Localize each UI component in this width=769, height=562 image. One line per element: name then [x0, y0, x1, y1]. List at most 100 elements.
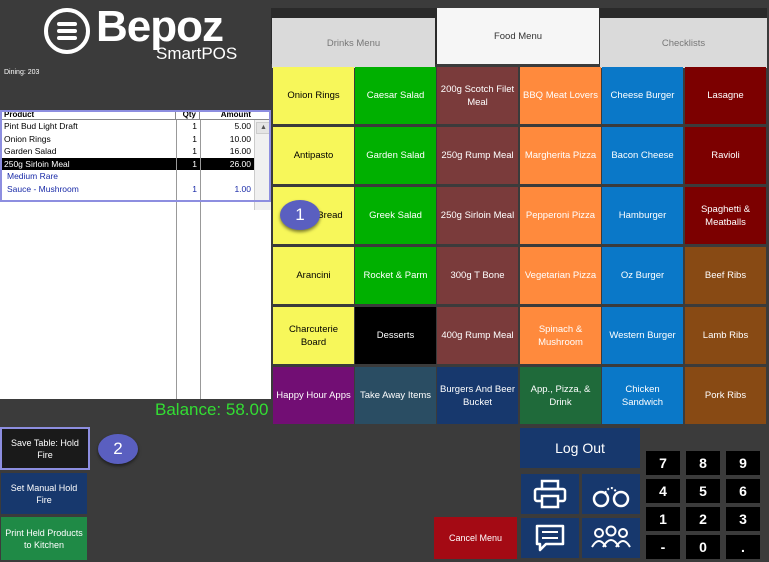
row-product: 250g Sirloin Meal	[4, 158, 70, 169]
menu-item-chicken-sandwich[interactable]: Chicken Sandwich	[602, 367, 683, 424]
order-row-selected[interactable]: 250g Sirloin Meal 1 26.00	[0, 157, 254, 171]
message-icon	[535, 524, 565, 552]
row-qty: 1	[192, 121, 197, 131]
order-row-modifier[interactable]: Sauce - Mushroom 1 1.00	[0, 183, 254, 196]
keypad-6[interactable]: 6	[726, 479, 760, 503]
column-divider	[200, 120, 201, 399]
row-amount: 26.00	[229, 158, 251, 169]
menu-item-antipasto[interactable]: Antipasto	[273, 127, 354, 184]
keypad-5[interactable]: 5	[686, 479, 720, 503]
row-qty	[176, 170, 200, 183]
keypad-3[interactable]: 3	[726, 507, 760, 531]
save-table-highlight-frame	[0, 427, 90, 470]
balance-total: Balance: 58.00	[155, 400, 269, 419]
menu-item-app-pizza-drink[interactable]: App., Pizza, & Drink	[520, 367, 601, 424]
customers-button[interactable]	[582, 518, 640, 558]
menu-item-greek-salad[interactable]: Greek Salad	[355, 187, 436, 244]
order-row[interactable]: Pint Bud Light Draft 1 5.00	[0, 120, 254, 133]
row-amount: 16.00	[229, 146, 251, 157]
keypad-1[interactable]: 1	[646, 507, 680, 531]
keypad-minus[interactable]: -	[646, 535, 680, 559]
menu-item-t-bone[interactable]: 300g T Bone	[437, 247, 518, 304]
callout-badge-2: 2	[98, 434, 138, 464]
row-amount: 5.00	[234, 121, 251, 131]
header-amount: Amount	[220, 110, 251, 119]
log-out-button[interactable]: Log Out	[520, 428, 640, 468]
row-amount: 1.00	[234, 183, 251, 194]
menu-item-lasagne[interactable]: Lasagne	[685, 67, 766, 124]
menu-item-cheese-burger[interactable]: Cheese Burger	[602, 67, 683, 124]
menu-item-lamb-ribs[interactable]: Lamb Ribs	[685, 307, 766, 364]
handcuffs-button[interactable]	[582, 474, 640, 514]
menu-item-onion-rings[interactable]: Onion Rings	[273, 67, 354, 124]
menu-item-bacon-cheese[interactable]: Bacon Cheese	[602, 127, 683, 184]
keypad-0[interactable]: 0	[686, 535, 720, 559]
printer-icon	[533, 479, 567, 509]
menu-item-pepperoni-pizza[interactable]: Pepperoni Pizza	[520, 187, 601, 244]
menu-item-garden-salad[interactable]: Garden Salad	[355, 127, 436, 184]
menu-item-take-away-items[interactable]: Take Away Items	[355, 367, 436, 424]
cancel-menu-button[interactable]: Cancel Menu	[434, 517, 517, 559]
menu-item-happy-hour-apps[interactable]: Happy Hour Apps	[273, 367, 354, 424]
set-manual-hold-fire-button[interactable]: Set Manual Hold Fire	[1, 473, 87, 514]
message-button[interactable]	[521, 518, 579, 558]
handcuffs-icon	[592, 487, 630, 508]
menu-item-bbq-meat-lovers[interactable]: BBQ Meat Lovers	[520, 67, 601, 124]
menu-item-caesar-salad[interactable]: Caesar Salad	[355, 67, 436, 124]
menu-item-spinach-mushroom[interactable]: Spinach & Mushroom	[520, 307, 601, 364]
bepoz-logo: Bepoz SmartPOS	[42, 2, 242, 64]
menu-item-desserts[interactable]: Desserts	[355, 307, 436, 364]
keypad-decimal[interactable]: .	[726, 535, 760, 559]
menu-item-scotch-filet-meal[interactable]: 200g Scotch Filet Meal	[437, 67, 518, 124]
keypad-9[interactable]: 9	[726, 451, 760, 475]
row-product: Sauce - Mushroom	[7, 183, 79, 194]
menu-item-sirloin-meal[interactable]: 250g Sirloin Meal	[437, 187, 518, 244]
keypad-8[interactable]: 8	[686, 451, 720, 475]
menu-item-western-burger[interactable]: Western Burger	[602, 307, 683, 364]
menu-item-vegetarian-pizza[interactable]: Vegetarian Pizza	[520, 247, 601, 304]
keypad-4[interactable]: 4	[646, 479, 680, 503]
menu-item-ravioli[interactable]: Ravioli	[685, 127, 766, 184]
keypad-7[interactable]: 7	[646, 451, 680, 475]
row-product: Garden Salad	[4, 146, 57, 157]
callout-badge-1: 1	[280, 200, 320, 230]
print-held-products-button[interactable]: Print Held Products to Kitchen	[1, 517, 87, 560]
menu-item-arancini[interactable]: Arancini	[273, 247, 354, 304]
row-qty: 1	[192, 158, 197, 169]
menu-item-burgers-beer-bucket[interactable]: Burgers And Beer Bucket	[437, 367, 518, 424]
menu-item-pork-ribs[interactable]: Pork Ribs	[685, 367, 766, 424]
menu-item-400g-rump-meal[interactable]: 400g Rump Meal	[437, 307, 518, 364]
order-row[interactable]: Onion Rings 1 10.00	[0, 133, 254, 146]
order-header: Product Qty Amount	[0, 110, 271, 120]
logo-word: Bepoz	[96, 2, 224, 51]
menu-item-beef-ribs[interactable]: Beef Ribs	[685, 247, 766, 304]
row-qty: 1	[192, 146, 197, 157]
menu-icon[interactable]	[44, 8, 90, 54]
tab-checklists[interactable]: Checklists	[600, 18, 767, 68]
menu-item-margherita-pizza[interactable]: Margherita Pizza	[520, 127, 601, 184]
header-qty: Qty	[176, 110, 200, 119]
row-amount: 10.00	[229, 133, 251, 144]
row-qty: 1	[192, 133, 197, 144]
order-scrollbar[interactable]: ▲	[254, 120, 271, 210]
save-table-hold-fire-button[interactable]: Save Table: Hold Fire	[2, 429, 88, 468]
group-people-icon	[591, 525, 631, 548]
print-button[interactable]	[521, 474, 579, 514]
scroll-up-arrow-icon[interactable]: ▲	[256, 122, 271, 134]
order-row[interactable]: Garden Salad 1 16.00	[0, 145, 254, 158]
menu-item-rocket-parm[interactable]: Rocket & Parm	[355, 247, 436, 304]
menu-item-250g-rump-meal[interactable]: 250g Rump Meal	[437, 127, 518, 184]
tab-food-menu[interactable]: Food Menu	[437, 8, 599, 64]
menu-item-charcuterie-board[interactable]: Charcuterie Board	[273, 307, 354, 364]
logo-subtitle: SmartPOS	[156, 44, 238, 63]
menu-item-oz-burger[interactable]: Oz Burger	[602, 247, 683, 304]
order-table: Product Qty Amount Pint Bud Light Draft …	[0, 110, 271, 399]
column-divider	[176, 120, 177, 399]
dining-label: Dining: 203	[4, 69, 40, 76]
order-row-modifier[interactable]: Medium Rare	[0, 170, 254, 183]
tab-drinks-menu[interactable]: Drinks Menu	[272, 18, 435, 68]
keypad-2[interactable]: 2	[686, 507, 720, 531]
menu-item-spaghetti-meatballs[interactable]: Spaghetti & Meatballs	[685, 187, 766, 244]
row-product: Medium Rare	[7, 171, 59, 182]
menu-item-hamburger[interactable]: Hamburger	[602, 187, 683, 244]
